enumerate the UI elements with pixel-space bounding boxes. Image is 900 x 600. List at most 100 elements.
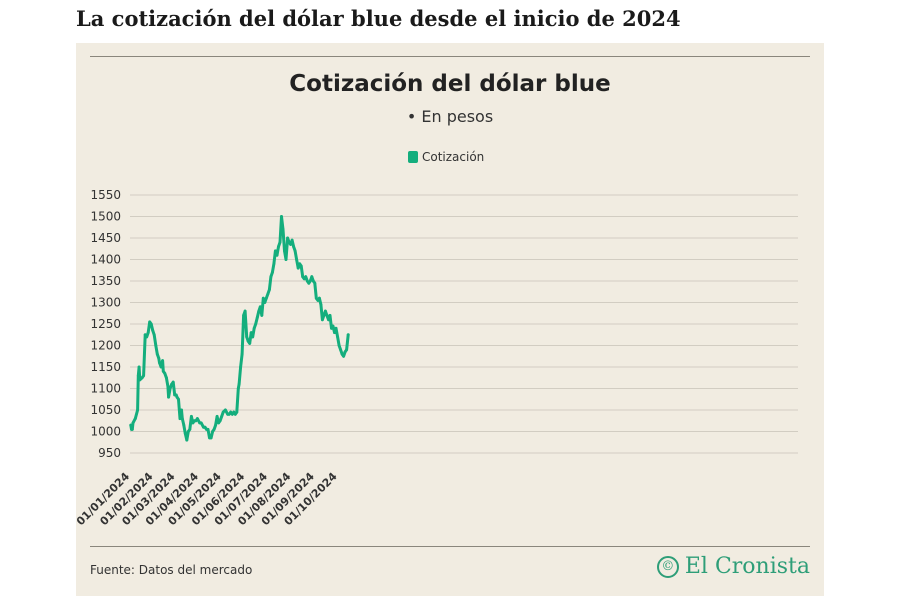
data-point bbox=[321, 318, 324, 322]
data-point bbox=[180, 408, 183, 412]
data-point bbox=[224, 408, 227, 412]
data-point bbox=[269, 275, 273, 279]
data-point bbox=[221, 410, 225, 414]
data-point bbox=[336, 335, 339, 339]
data-point bbox=[136, 408, 139, 412]
data-point bbox=[211, 430, 215, 433]
y-tick-label: 1300 bbox=[90, 296, 121, 310]
data-point bbox=[266, 292, 270, 296]
data-point bbox=[248, 342, 252, 345]
data-point bbox=[302, 277, 306, 281]
data-point bbox=[142, 374, 145, 377]
data-point bbox=[177, 397, 180, 401]
y-tick-label: 1250 bbox=[90, 317, 121, 331]
data-point bbox=[287, 240, 291, 244]
data-point bbox=[148, 320, 152, 324]
data-point bbox=[274, 249, 277, 253]
data-point bbox=[292, 245, 295, 249]
chart-title: Cotización del dólar blue bbox=[289, 71, 611, 97]
data-point bbox=[191, 421, 195, 425]
data-point bbox=[232, 410, 236, 414]
data-point bbox=[264, 296, 268, 300]
data-point bbox=[175, 395, 179, 399]
data-point bbox=[166, 385, 170, 388]
series-line-cotizacion bbox=[129, 215, 350, 442]
data-point bbox=[131, 421, 135, 425]
data-point bbox=[271, 271, 274, 274]
data-point bbox=[183, 432, 187, 435]
data-point bbox=[215, 415, 219, 418]
data-point bbox=[170, 382, 174, 386]
data-point bbox=[334, 326, 338, 330]
line-chart: 950 1000 1050 1100 1150 1200 1250 1300 1350 1400 1… bbox=[76, 188, 798, 528]
data-point bbox=[280, 215, 283, 218]
data-point bbox=[328, 314, 332, 317]
data-point bbox=[167, 395, 170, 399]
data-point bbox=[284, 258, 288, 261]
data-point bbox=[137, 365, 141, 369]
data-point bbox=[212, 428, 216, 431]
brand-name: El Cronista bbox=[684, 554, 810, 579]
data-point bbox=[182, 423, 186, 427]
brand-logo: © El Cronista bbox=[656, 554, 810, 579]
data-point bbox=[188, 428, 192, 431]
data-point bbox=[263, 301, 267, 304]
legend: Cotización bbox=[408, 150, 484, 164]
data-point bbox=[161, 369, 165, 373]
data-point bbox=[138, 378, 142, 382]
y-tick-label: 1150 bbox=[90, 360, 121, 374]
data-point bbox=[152, 333, 156, 337]
y-tick-label: 1550 bbox=[90, 188, 121, 202]
top-divider bbox=[90, 56, 810, 57]
data-point bbox=[233, 412, 237, 416]
data-point bbox=[339, 348, 342, 352]
data-point bbox=[242, 314, 246, 317]
data-point bbox=[206, 428, 210, 431]
data-point bbox=[237, 382, 241, 386]
data-point bbox=[246, 339, 250, 343]
data-point bbox=[140, 376, 144, 380]
data-point bbox=[154, 344, 158, 347]
data-point bbox=[324, 309, 327, 313]
data-point bbox=[313, 281, 317, 285]
data-point bbox=[275, 253, 279, 257]
headline: La cotización del dólar blue desde el in… bbox=[76, 6, 681, 31]
data-point bbox=[178, 417, 182, 420]
data-point bbox=[155, 352, 159, 356]
data-point bbox=[330, 326, 333, 330]
data-point bbox=[194, 419, 198, 423]
data-point bbox=[240, 352, 244, 356]
data-point bbox=[342, 354, 345, 358]
y-tick-label: 1100 bbox=[90, 382, 121, 396]
data-point bbox=[322, 314, 326, 317]
source-note: Fuente: Datos del mercado bbox=[90, 563, 253, 577]
y-tick-label: 1200 bbox=[90, 339, 121, 353]
data-point bbox=[319, 303, 323, 306]
data-point bbox=[295, 258, 298, 261]
data-point bbox=[209, 436, 213, 440]
data-point bbox=[243, 309, 247, 313]
data-point bbox=[268, 288, 271, 291]
data-point bbox=[327, 318, 330, 322]
data-point bbox=[157, 357, 161, 360]
data-point bbox=[217, 421, 221, 425]
data-point bbox=[308, 279, 312, 283]
data-point bbox=[146, 331, 150, 334]
data-point bbox=[305, 279, 309, 283]
data-point bbox=[158, 361, 161, 365]
y-tick-label: 1400 bbox=[90, 253, 121, 267]
data-point bbox=[301, 275, 305, 279]
data-point bbox=[171, 380, 175, 384]
data-point bbox=[277, 245, 280, 249]
data-point bbox=[298, 262, 302, 266]
data-point bbox=[255, 316, 259, 319]
copyright-icon: © bbox=[656, 555, 679, 578]
y-tick-label: 1500 bbox=[90, 210, 121, 224]
data-point bbox=[337, 344, 341, 347]
data-point bbox=[143, 333, 147, 337]
data-point bbox=[185, 438, 189, 442]
data-point bbox=[151, 329, 155, 332]
data-point bbox=[340, 352, 344, 356]
data-point bbox=[252, 326, 256, 330]
data-point bbox=[311, 279, 315, 283]
